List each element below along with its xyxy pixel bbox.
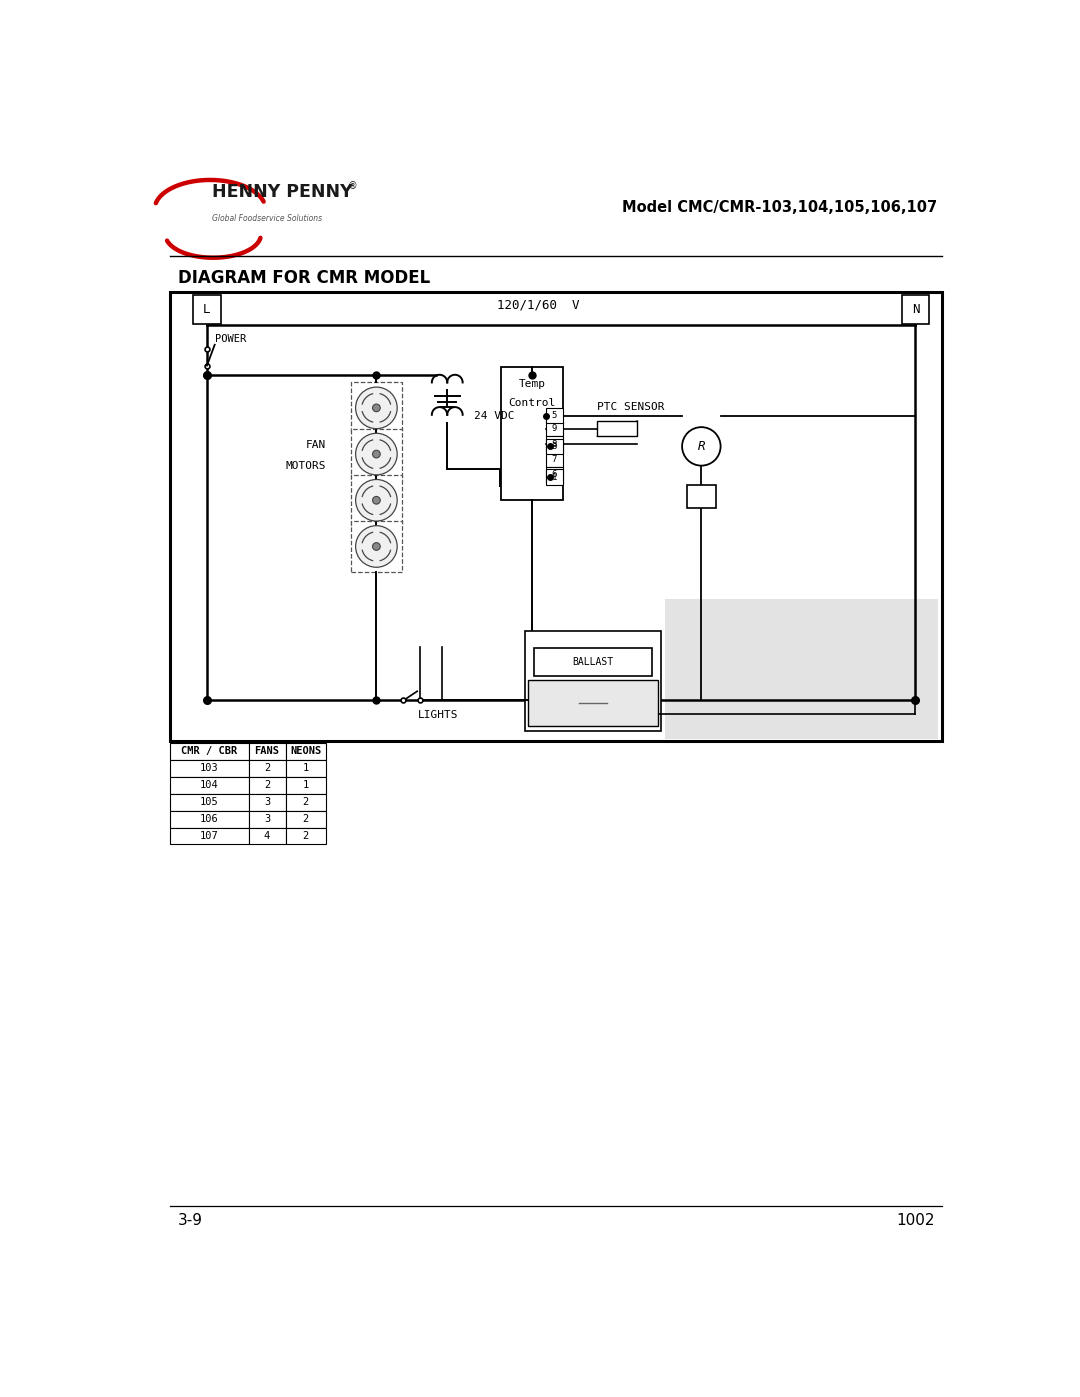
Bar: [193, 295, 220, 324]
Text: 106: 106: [200, 814, 218, 824]
Bar: [170, 777, 248, 793]
Bar: [545, 420, 563, 436]
Text: 24 VDC: 24 VDC: [474, 411, 515, 422]
Text: 104: 104: [200, 780, 218, 791]
Text: 6: 6: [552, 471, 557, 479]
Bar: [248, 743, 285, 760]
Bar: [545, 451, 563, 467]
Circle shape: [355, 387, 397, 429]
Text: 3-9: 3-9: [178, 1213, 203, 1228]
Bar: [535, 648, 652, 676]
Text: 1: 1: [302, 780, 309, 791]
Text: POWER: POWER: [215, 334, 246, 344]
Bar: [902, 295, 929, 324]
Circle shape: [355, 433, 397, 475]
Text: 105: 105: [200, 798, 218, 807]
Text: FAN: FAN: [306, 440, 326, 450]
Bar: [351, 429, 402, 479]
Text: 8: 8: [552, 440, 557, 448]
Bar: [528, 680, 658, 726]
Circle shape: [373, 450, 380, 458]
Text: 3: 3: [264, 798, 270, 807]
Text: 1: 1: [552, 472, 557, 482]
Bar: [545, 439, 563, 454]
Text: 2: 2: [302, 814, 309, 824]
Circle shape: [373, 404, 380, 412]
Bar: [525, 631, 661, 731]
Text: 7: 7: [552, 455, 557, 464]
Bar: [170, 810, 248, 827]
Text: ®: ®: [347, 182, 356, 191]
Circle shape: [355, 479, 397, 521]
Text: 2: 2: [302, 798, 309, 807]
Text: DIAGRAM FOR CMR MODEL: DIAGRAM FOR CMR MODEL: [178, 270, 430, 288]
Text: NEONS: NEONS: [289, 746, 321, 756]
Text: BALLAST: BALLAST: [572, 657, 613, 666]
Text: Model CMC/CMR-103,104,105,106,107: Model CMC/CMR-103,104,105,106,107: [622, 200, 937, 215]
Bar: [545, 408, 563, 423]
Text: R: R: [698, 440, 705, 453]
Bar: [545, 467, 563, 482]
Bar: [170, 743, 248, 760]
Text: Control: Control: [509, 398, 555, 408]
Text: 4: 4: [264, 831, 270, 841]
Circle shape: [683, 427, 720, 465]
Text: MOTORS: MOTORS: [286, 461, 326, 471]
Text: L: L: [203, 303, 211, 316]
Bar: [285, 777, 325, 793]
Bar: [248, 827, 285, 844]
Bar: [170, 793, 248, 810]
Circle shape: [373, 496, 380, 504]
Bar: [687, 485, 716, 509]
Text: 9: 9: [552, 425, 557, 433]
Text: 1002: 1002: [896, 1213, 934, 1228]
Bar: [248, 777, 285, 793]
Bar: [597, 420, 637, 436]
Bar: [285, 743, 325, 760]
Circle shape: [373, 542, 380, 550]
Text: 2: 2: [302, 831, 309, 841]
Bar: [285, 760, 325, 777]
Text: 3: 3: [264, 814, 270, 824]
Text: CMR / CBR: CMR / CBR: [181, 746, 238, 756]
Bar: [501, 367, 563, 500]
Text: 1: 1: [302, 763, 309, 774]
Text: 3: 3: [552, 441, 557, 451]
Text: 103: 103: [200, 763, 218, 774]
Bar: [248, 760, 285, 777]
Bar: [248, 810, 285, 827]
Text: 120/1/60  V: 120/1/60 V: [497, 299, 579, 312]
Bar: [545, 436, 563, 451]
Text: Global Foodservice Solutions: Global Foodservice Solutions: [213, 214, 323, 224]
Bar: [285, 810, 325, 827]
Bar: [351, 475, 402, 525]
Bar: [351, 521, 402, 571]
Text: 5: 5: [552, 411, 557, 420]
Text: PTC SENSOR: PTC SENSOR: [597, 402, 665, 412]
Text: 107: 107: [200, 831, 218, 841]
Bar: [665, 599, 939, 739]
Text: Temp: Temp: [518, 379, 545, 388]
Text: 2: 2: [264, 763, 270, 774]
Bar: [285, 793, 325, 810]
Text: 2: 2: [264, 780, 270, 791]
Text: FANS: FANS: [255, 746, 280, 756]
Bar: [170, 760, 248, 777]
Bar: [170, 827, 248, 844]
Text: HENNY PENNY: HENNY PENNY: [213, 183, 353, 201]
Bar: [545, 469, 563, 485]
Bar: [248, 793, 285, 810]
Circle shape: [355, 525, 397, 567]
Bar: [351, 383, 402, 433]
Text: LIGHTS: LIGHTS: [418, 710, 458, 719]
Text: N: N: [912, 303, 919, 316]
Bar: [285, 827, 325, 844]
Bar: [170, 292, 943, 742]
